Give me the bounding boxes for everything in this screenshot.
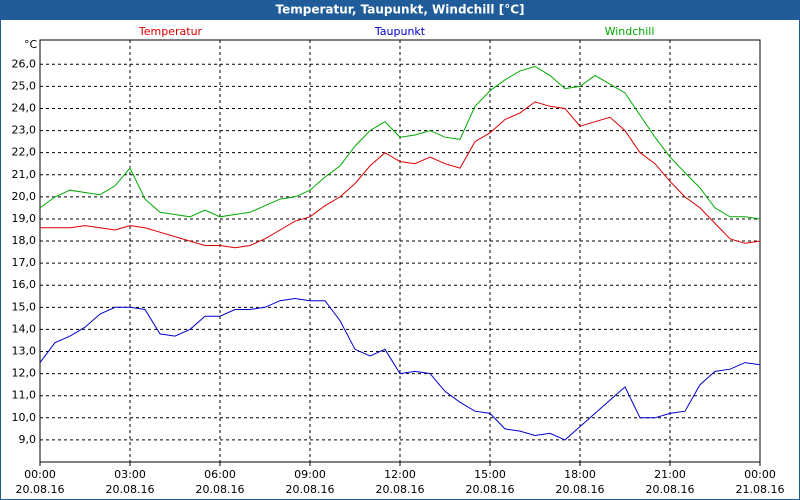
x-tick-label: 03:00 — [114, 468, 146, 481]
y-tick-label: 12,0 — [12, 367, 37, 380]
y-tick-label: 21,0 — [12, 168, 37, 181]
y-tick-label: 17,0 — [12, 256, 37, 269]
y-tick-label: 15,0 — [12, 300, 37, 313]
x-tick-date: 20.08.16 — [556, 483, 605, 496]
x-tick-date: 20.08.16 — [646, 483, 695, 496]
y-tick-label: 9,0 — [19, 433, 37, 446]
y-tick-label: 25,0 — [12, 79, 37, 92]
y-tick-label: 26,0 — [12, 57, 37, 70]
x-tick-date: 20.08.16 — [106, 483, 155, 496]
x-tick-label: 18:00 — [564, 468, 596, 481]
y-tick-label: 11,0 — [12, 389, 37, 402]
y-tick-label: 20,0 — [12, 190, 37, 203]
title-bar — [0, 0, 800, 20]
series-line — [39, 65, 761, 220]
y-tick-label: 16,0 — [12, 278, 37, 291]
x-tick-label: 12:00 — [384, 468, 416, 481]
x-tick-date: 20.08.16 — [196, 483, 245, 496]
x-tick-label: 15:00 — [474, 468, 506, 481]
x-tick-date: 20.08.16 — [286, 483, 335, 496]
chart-title: Temperatur, Taupunkt, Windchill [°C] — [276, 3, 525, 17]
x-tick-label: 09:00 — [294, 468, 326, 481]
series-line — [40, 101, 761, 249]
y-tick-label: 18,0 — [12, 234, 37, 247]
y-unit: °C — [24, 38, 38, 51]
x-tick-label: 21:00 — [654, 468, 686, 481]
x-tick-date: 20.08.16 — [16, 483, 65, 496]
x-tick-label: 00:00 — [744, 468, 776, 481]
y-tick-label: 22,0 — [12, 146, 37, 159]
legend-label: Temperatur — [138, 25, 203, 38]
y-tick-label: 13,0 — [12, 345, 37, 358]
y-tick-label: 14,0 — [12, 322, 37, 335]
x-tick-label: 06:00 — [204, 468, 236, 481]
series-line — [39, 297, 761, 441]
x-tick-date: 20.08.16 — [466, 483, 515, 496]
y-tick-label: 23,0 — [12, 124, 37, 137]
legend-label: Windchill — [605, 25, 655, 38]
y-tick-label: 10,0 — [12, 411, 37, 424]
y-tick-label: 19,0 — [12, 212, 37, 225]
y-tick-label: 24,0 — [12, 101, 37, 114]
x-tick-label: 00:00 — [24, 468, 56, 481]
legend-label: Taupunkt — [374, 25, 426, 38]
x-tick-date: 21.08.16 — [736, 483, 785, 496]
x-tick-date: 20.08.16 — [376, 483, 425, 496]
